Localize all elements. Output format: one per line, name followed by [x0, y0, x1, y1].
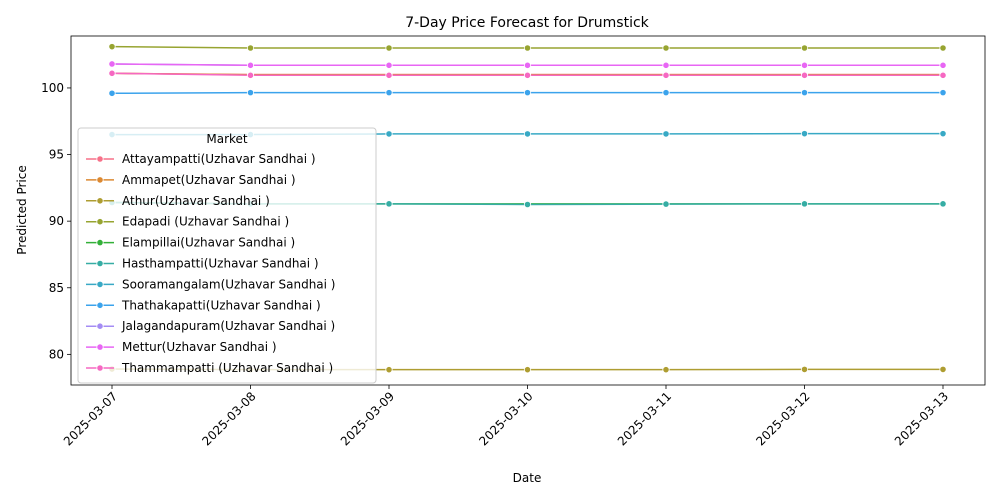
axes-frame	[70, 35, 986, 386]
data-point	[385, 71, 393, 79]
data-point	[108, 60, 116, 68]
legend-entry-label: Thammampatti (Uzhavar Sandhai )	[121, 361, 333, 375]
data-point	[800, 61, 809, 69]
legend-swatch-marker	[96, 343, 104, 351]
data-point	[523, 366, 532, 374]
chart-title: 7-Day Price Forecast for Drumstick	[405, 15, 649, 31]
data-point	[246, 89, 255, 97]
legend-entry-label: Elampillai(Uzhavar Sandhai )	[122, 236, 295, 250]
legend-swatch-marker	[96, 364, 104, 372]
legend-entry-label: Jalagandapuram(Uzhavar Sandhai )	[121, 319, 335, 333]
data-point	[385, 61, 393, 69]
data-point	[662, 200, 670, 208]
data-point	[662, 61, 670, 69]
x-tick-label: 2025-03-13	[892, 389, 951, 448]
legend-swatch-marker	[96, 218, 104, 226]
y-tick-label: 100	[41, 81, 64, 95]
data-point	[800, 89, 809, 97]
data-point	[939, 89, 947, 97]
data-point	[385, 44, 393, 52]
data-point	[662, 130, 670, 138]
y-tick-label: 80	[49, 347, 64, 361]
legend-swatch-marker	[96, 280, 104, 288]
data-point	[662, 44, 670, 52]
data-point	[800, 200, 809, 208]
y-axis-label: Predicted Price	[15, 165, 29, 254]
data-point	[939, 44, 947, 52]
x-axis-label: Date	[513, 471, 542, 485]
x-tick-label: 2025-03-12	[753, 389, 812, 448]
legend-entry-label: Hasthampatti(Uzhavar Sandhai )	[122, 257, 319, 271]
legend-entry-label: Attayampatti(Uzhavar Sandhai )	[122, 152, 316, 166]
legend-entry-label: Mettur(Uzhavar Sandhai )	[122, 340, 277, 354]
data-point	[246, 71, 255, 79]
data-point	[662, 71, 670, 79]
x-tick-label: 2025-03-11	[615, 389, 674, 448]
data-point	[523, 61, 532, 69]
legend-entry-label: Athur(Uzhavar Sandhai )	[122, 194, 270, 208]
data-point	[523, 200, 532, 209]
data-point	[385, 200, 393, 208]
y-tick-label: 90	[49, 214, 64, 228]
data-point	[523, 89, 532, 97]
legend-entry-label: Ammapet(Uzhavar Sandhai )	[122, 173, 296, 187]
legend-swatch-marker	[96, 176, 104, 184]
legend: Market Attayampatti(Uzhavar Sandhai ) Amma…	[77, 127, 377, 384]
x-tick-label: 2025-03-08	[199, 389, 258, 448]
data-point	[939, 61, 947, 69]
data-point	[939, 365, 947, 374]
data-point	[108, 89, 116, 97]
legend-title: Market	[206, 132, 248, 146]
data-point	[523, 130, 532, 138]
data-point	[939, 130, 947, 138]
legend-swatch-marker	[96, 322, 104, 330]
data-point	[939, 200, 947, 208]
data-point	[108, 69, 116, 77]
data-point	[800, 365, 809, 374]
legend-box	[77, 127, 377, 384]
legend-swatch-marker	[96, 155, 104, 163]
data-point	[523, 71, 532, 79]
x-tick-label: 2025-03-10	[476, 389, 535, 448]
data-point	[662, 366, 670, 374]
x-tick-label: 2025-03-09	[338, 389, 397, 448]
legend-swatch-marker	[96, 197, 104, 205]
data-point	[246, 44, 255, 52]
legend-swatch-marker	[96, 259, 104, 268]
y-tick-label: 95	[49, 148, 64, 162]
legend-entry-label: Thathakapatti(Uzhavar Sandhai )	[121, 298, 321, 312]
data-point	[108, 43, 116, 51]
data-point	[246, 61, 255, 69]
data-point	[385, 89, 393, 97]
legend-entry-label: Sooramangalam(Uzhavar Sandhai )	[122, 277, 336, 291]
data-point	[800, 71, 809, 79]
data-point	[523, 44, 532, 52]
legend-entry-label: Edapadi (Uzhavar Sandhai )	[122, 215, 289, 229]
data-point	[385, 130, 393, 138]
y-tick-label: 85	[49, 281, 64, 295]
data-point	[939, 71, 947, 79]
x-tick-label: 2025-03-07	[61, 389, 120, 448]
data-point	[800, 130, 809, 138]
legend-swatch-marker	[96, 239, 104, 247]
data-point	[800, 44, 809, 52]
data-point	[662, 89, 670, 97]
legend-swatch-marker	[96, 301, 104, 309]
data-point	[385, 366, 393, 374]
